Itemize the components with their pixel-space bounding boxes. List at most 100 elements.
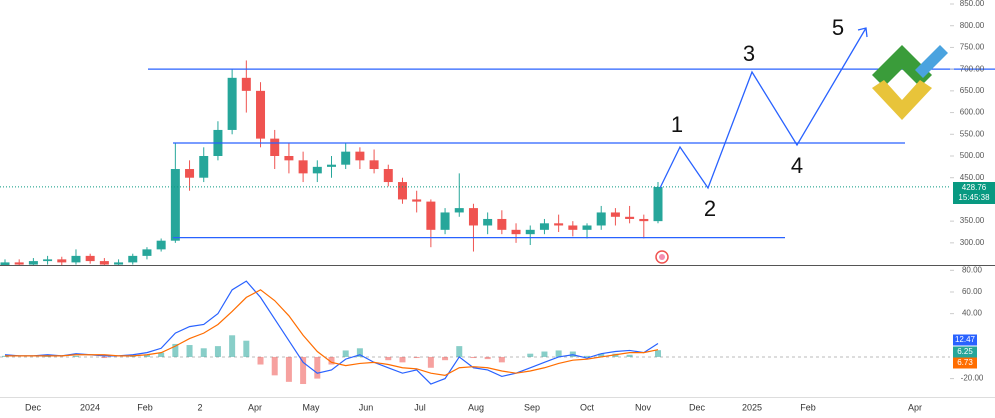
- macd-histogram-bar: [598, 353, 605, 357]
- candle-body: [440, 212, 450, 230]
- macd-y-tick-label: 40.00: [962, 309, 983, 318]
- candle-body: [57, 259, 67, 263]
- candle-body: [312, 166, 322, 174]
- macd-value-box: [953, 357, 977, 369]
- candle-body: [383, 169, 393, 183]
- y-tick-label: 750.00: [960, 43, 985, 52]
- x-tick-label: Jun: [359, 402, 374, 412]
- candle-body: [539, 223, 549, 230]
- candle-body: [341, 151, 351, 165]
- candle-body: [397, 182, 407, 200]
- macd-histogram-bar: [314, 356, 321, 379]
- candle-body: [625, 216, 635, 219]
- y-tick-label: 500.00: [960, 151, 985, 160]
- candle-body: [610, 212, 620, 217]
- macd-histogram-bar: [626, 354, 633, 357]
- macd-histogram-bar: [101, 356, 108, 359]
- macd-value-box: [953, 334, 977, 346]
- x-tick-label: Jul: [414, 402, 426, 412]
- macd-histogram-bar: [356, 348, 363, 357]
- candle-body: [582, 225, 592, 230]
- candle-body: [185, 169, 195, 178]
- x-tick-label: May: [302, 402, 320, 412]
- y-tick-label: 300.00: [960, 238, 985, 247]
- macd-histogram-bar: [584, 355, 591, 357]
- x-tick-label: Feb: [137, 402, 153, 412]
- x-tick-label: 2024: [80, 402, 100, 412]
- y-tick-label: 350.00: [960, 216, 985, 225]
- candle-body: [114, 262, 124, 265]
- candle-body: [156, 240, 166, 250]
- price-label-box: [953, 182, 995, 204]
- y-tick-label: 700.00: [960, 64, 985, 73]
- x-tick-label: Feb: [800, 402, 816, 412]
- macd-histogram-bar: [413, 356, 420, 359]
- candle-body: [426, 201, 436, 230]
- macd-histogram-bar: [541, 351, 548, 357]
- macd-value-box: [953, 346, 977, 358]
- y-tick-label: 600.00: [960, 108, 985, 117]
- macd-histogram-bar: [300, 356, 307, 385]
- macd-histogram-bar: [555, 350, 562, 357]
- x-tick-label: Nov: [635, 402, 652, 412]
- logo: [872, 45, 948, 120]
- macd-line: [5, 289, 659, 376]
- candle-body: [71, 255, 81, 263]
- macd-histogram-bar: [158, 352, 165, 357]
- x-tick-label: 2025: [742, 402, 762, 412]
- candle-body: [43, 259, 53, 262]
- x-tick-label: Apr: [248, 402, 262, 412]
- candle-body: [14, 262, 24, 265]
- y-tick-label: 650.00: [960, 86, 985, 95]
- y-tick-label: 450.00: [960, 173, 985, 182]
- macd-y-tick-label: 60.00: [962, 287, 983, 296]
- macd-value-label: 6.73: [957, 358, 973, 367]
- macd-histogram-bar: [229, 335, 236, 357]
- x-tick-label: Dec: [689, 402, 706, 412]
- macd-histogram-bar: [72, 355, 79, 357]
- macd-histogram-bar: [186, 345, 193, 357]
- macd-histogram-bar: [442, 356, 449, 361]
- candle-body: [468, 208, 478, 226]
- macd-histogram-bar: [484, 356, 491, 360]
- candle-body: [99, 261, 109, 265]
- candle-body: [355, 151, 365, 161]
- candle-body: [241, 77, 251, 91]
- macd-y-tick-label: -20.00: [961, 374, 984, 383]
- x-tick-label: Aug: [468, 402, 484, 412]
- macd-histogram-bar: [655, 350, 661, 357]
- macd-histogram-bar: [214, 346, 221, 357]
- candle-body: [596, 212, 606, 226]
- macd-y-tick-label: 80.00: [962, 265, 983, 274]
- candle-body: [568, 225, 578, 230]
- candle-body: [199, 155, 209, 178]
- x-tick-label: Oct: [580, 402, 595, 412]
- price-label: 428.76: [962, 183, 987, 192]
- candle-body: [85, 255, 95, 262]
- macd-value-label: 12.47: [955, 335, 976, 344]
- candle-body: [369, 160, 379, 170]
- macd-histogram-bar: [285, 356, 292, 382]
- x-tick-label: 2: [197, 402, 202, 412]
- macd-histogram-bar: [243, 340, 250, 357]
- macd-histogram-bar: [257, 356, 264, 365]
- y-tick-label: 850.00: [960, 0, 985, 8]
- candle-body: [554, 223, 564, 226]
- candle-body: [412, 199, 422, 202]
- candle-body: [270, 138, 280, 156]
- candle-body: [483, 218, 493, 226]
- candle-body: [284, 155, 294, 161]
- x-tick-label: Apr: [908, 402, 922, 412]
- candle-body: [497, 218, 507, 230]
- macd-histogram-bar: [328, 356, 335, 365]
- countdown: 15:45:38: [958, 193, 990, 202]
- candle-body: [28, 261, 38, 265]
- macd-histogram-bar: [470, 356, 477, 359]
- candle-body: [454, 208, 464, 213]
- macd-value-label: 6.25: [957, 347, 973, 356]
- wave-label: 4: [791, 153, 803, 178]
- wave-label: 1: [671, 112, 683, 137]
- candle-body: [525, 229, 535, 235]
- macd-histogram-bar: [385, 356, 392, 361]
